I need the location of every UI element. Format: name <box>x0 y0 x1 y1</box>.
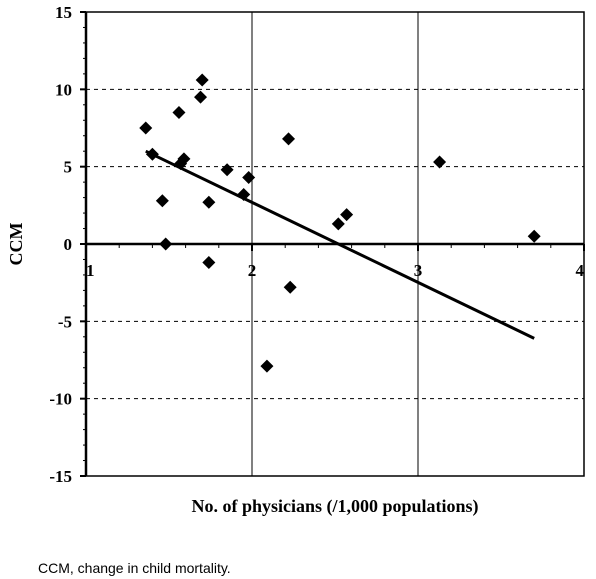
gridlines <box>86 12 584 476</box>
y-tick-label-5: -10 <box>49 390 72 409</box>
y-tick-label-2: 5 <box>64 158 73 177</box>
y-tick-label-1: 10 <box>55 80 72 99</box>
trendline <box>145 149 535 340</box>
data-point-7 <box>194 90 208 104</box>
data-point-19 <box>433 155 447 169</box>
data-point-16 <box>283 280 297 294</box>
x-tick-label-1: 2 <box>248 261 257 280</box>
y-tick-label-6: -15 <box>49 467 72 486</box>
data-point-8 <box>195 73 209 87</box>
x-tick-label-0: 1 <box>86 261 95 280</box>
data-point-0 <box>139 121 153 135</box>
y-tick-label-4: -5 <box>58 312 72 331</box>
axes <box>80 11 585 477</box>
data-point-20 <box>527 229 541 243</box>
trendline-group <box>145 149 535 340</box>
data-point-17 <box>331 217 345 231</box>
data-point-15 <box>282 132 296 146</box>
data-point-6 <box>177 152 191 166</box>
data-point-14 <box>260 359 274 373</box>
data-point-11 <box>220 163 234 177</box>
data-point-13 <box>242 170 256 184</box>
data-point-10 <box>202 256 216 270</box>
data-point-2 <box>155 194 169 208</box>
figure-caption: CCM, change in child mortality. <box>38 560 231 576</box>
data-point-18 <box>340 208 354 222</box>
y-tick-label-0: 15 <box>55 3 72 22</box>
y-tick-label-3: 0 <box>64 235 73 254</box>
data-point-3 <box>159 237 173 251</box>
data-point-9 <box>202 195 216 209</box>
x-axis-title: No. of physicians (/1,000 populations) <box>191 496 478 517</box>
x-tick-label-3: 4 <box>576 261 585 280</box>
tick-labels: 15 10 5 0 -5 -10 -15 1 2 3 4 <box>49 3 584 486</box>
data-points <box>139 73 541 373</box>
y-axis-title: CCM <box>6 223 26 266</box>
data-point-4 <box>172 106 186 120</box>
x-tick-label-2: 3 <box>414 261 423 280</box>
